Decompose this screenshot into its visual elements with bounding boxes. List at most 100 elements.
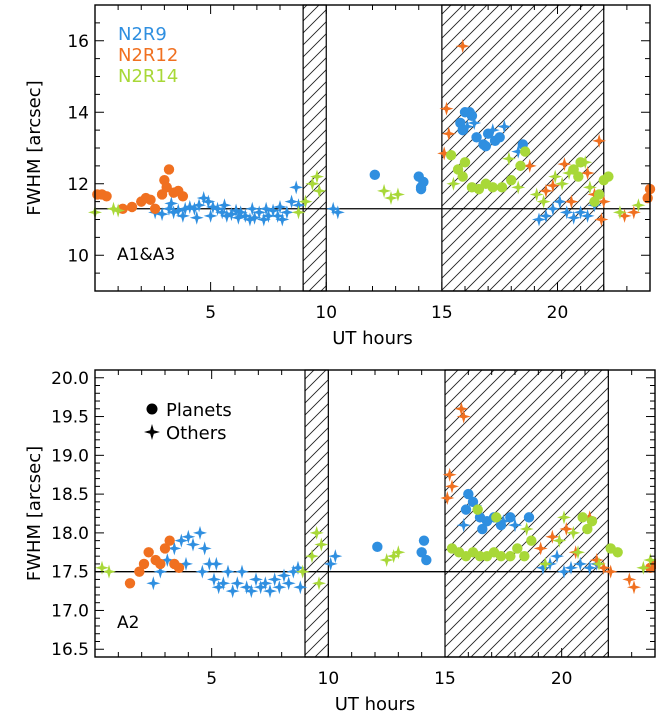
data-point-other — [162, 201, 176, 216]
data-point-other — [442, 467, 457, 482]
data-point-other — [580, 208, 595, 223]
data-point-other — [217, 198, 232, 213]
legend-marker-circle — [146, 403, 158, 415]
data-point-other — [106, 201, 121, 216]
data-point-planet — [126, 201, 138, 213]
data-point-other — [277, 568, 291, 583]
data-point-other — [582, 180, 597, 195]
data-point-other — [323, 556, 338, 571]
data-point-other — [557, 564, 571, 579]
y-tick-label: 20.0 — [51, 369, 89, 389]
data-point-other — [508, 518, 522, 533]
y-tick-label: 19.5 — [51, 408, 89, 428]
data-point-other — [258, 576, 273, 591]
data-point-other — [485, 123, 500, 138]
data-point-other — [189, 210, 204, 225]
x-tick-label: 20 — [547, 303, 569, 323]
data-point-planet — [515, 160, 526, 172]
data-point-planet — [459, 157, 471, 168]
y-tick-label: 17.0 — [51, 601, 89, 621]
data-point-other — [538, 556, 553, 571]
data-point-other — [511, 180, 526, 195]
data-point-planet — [134, 566, 145, 577]
series-N2R9 — [146, 488, 604, 599]
data-point-other — [552, 194, 567, 209]
data-point-planet — [466, 110, 478, 122]
data-point-other — [253, 580, 268, 595]
data-point-other — [536, 194, 551, 209]
data-point-other — [193, 525, 207, 540]
y-tick-label: 12 — [67, 175, 89, 195]
data-point-other — [266, 203, 281, 218]
data-point-other — [564, 194, 579, 209]
panel-2: 5 10 15 20 16.5 17.0 17.5 18.0 18.5 19.0 19.5 20.0 U… — [24, 369, 656, 715]
data-point-other — [312, 576, 326, 591]
data-point-other — [456, 518, 471, 533]
data-point-other — [153, 564, 168, 579]
data-point-planet — [496, 182, 508, 193]
data-point-other — [279, 205, 294, 220]
data-point-other — [557, 510, 571, 525]
data-point-other — [261, 208, 276, 223]
data-point-other — [456, 409, 471, 424]
x-tick-label: 15 — [431, 303, 453, 323]
data-point-other — [437, 146, 452, 161]
y-tick-label: 14 — [67, 103, 89, 123]
data-point-other — [225, 584, 240, 599]
data-point-other — [627, 580, 641, 595]
data-point-other — [446, 176, 461, 191]
data-point-other — [224, 207, 239, 222]
data-point-other — [550, 549, 564, 564]
data-point-planet — [457, 171, 468, 182]
data-point-other — [267, 572, 282, 587]
data-point-planet — [512, 543, 523, 554]
data-point-other — [197, 541, 212, 556]
data-point-other — [636, 560, 651, 575]
panel-1: 5 10 15 20 10 12 14 16 UT hours FWHM [arcsec] A1&A… — [24, 4, 656, 349]
data-point-other — [244, 584, 259, 599]
y-tick-label: 18.5 — [51, 485, 89, 505]
y-axis-title: FWHM [arcsec] — [24, 446, 45, 581]
data-point-other — [326, 201, 341, 216]
series-N2R12 — [92, 39, 656, 227]
data-point-other — [256, 212, 271, 227]
data-point-planet — [593, 189, 605, 200]
data-point-other — [187, 201, 202, 216]
data-point-other — [219, 208, 234, 223]
data-point-other — [596, 194, 611, 209]
y-tick-label: 17.5 — [51, 563, 89, 583]
data-point-planet — [506, 174, 517, 186]
panel-label: A2 — [117, 613, 139, 633]
data-point-other — [284, 194, 299, 209]
data-point-other — [270, 208, 285, 223]
data-point-other — [559, 522, 574, 537]
data-point-other — [259, 201, 274, 216]
data-point-other — [203, 208, 218, 223]
data-point-other — [386, 549, 401, 564]
data-point-other — [454, 401, 469, 416]
panel-label: A1&A3 — [117, 245, 175, 265]
data-point-other — [511, 144, 526, 159]
data-point-other — [439, 101, 454, 116]
data-point-other — [603, 564, 618, 579]
data-point-other — [182, 199, 197, 214]
data-point-other — [571, 545, 585, 560]
data-point-other — [146, 576, 161, 591]
data-point-other — [242, 212, 257, 227]
data-point-planet — [519, 550, 530, 562]
x-tick-label: 10 — [315, 303, 337, 323]
x-axis-title: UT hours — [335, 694, 416, 715]
y-tick-label: 19.0 — [51, 446, 89, 466]
data-point-planet — [372, 541, 383, 553]
data-point-planet — [463, 488, 474, 500]
data-point-other — [467, 115, 482, 130]
data-point-other — [564, 560, 578, 575]
data-point-other — [291, 560, 305, 575]
data-point-planet — [612, 547, 623, 558]
data-point-planet — [494, 132, 505, 143]
data-point-other — [496, 514, 511, 529]
data-point-other — [221, 564, 235, 579]
data-point-other — [111, 203, 126, 218]
x-tick-label: 5 — [205, 303, 216, 323]
data-point-planet — [159, 174, 170, 186]
